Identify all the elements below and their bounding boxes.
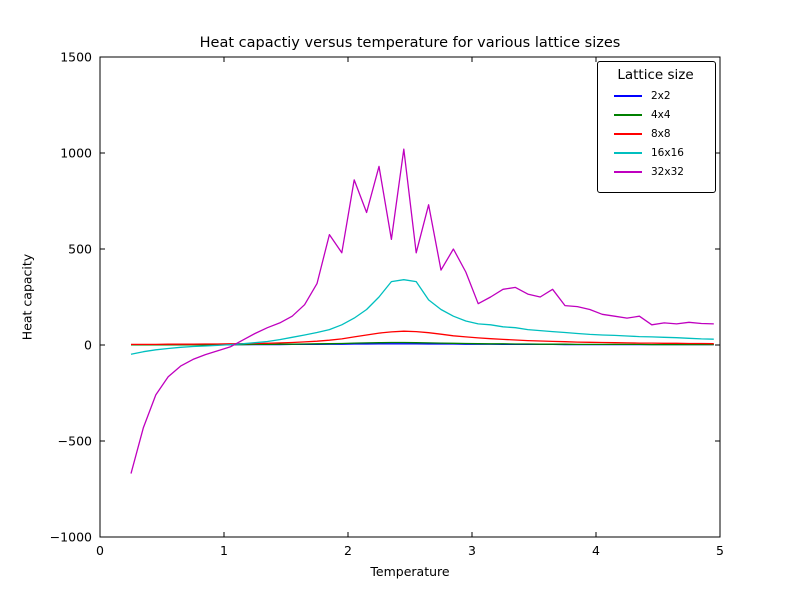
legend: Lattice size 2x2 4x4 8x8 16x16 32x32 xyxy=(597,61,716,193)
y-tick-label: −500 xyxy=(58,434,92,449)
series-line-16x16 xyxy=(130,279,714,355)
legend-item-label: 2x2 xyxy=(651,90,671,102)
x-axis-label: Temperature xyxy=(370,564,450,579)
legend-line-sample xyxy=(614,133,642,135)
axes-frame xyxy=(99,56,721,538)
legend-item-label: 16x16 xyxy=(651,147,684,159)
series-line-8x8 xyxy=(131,330,714,346)
x-tick-label: 1 xyxy=(220,543,228,558)
chart-title: Heat capactiy versus temperature for var… xyxy=(199,35,621,51)
series-line-32x32 xyxy=(130,148,714,474)
legend-item-4x4: 4x4 xyxy=(614,109,703,121)
legend-line-sample xyxy=(614,95,642,97)
legend-items: 2x2 4x4 8x8 16x16 32x32 xyxy=(608,90,703,178)
legend-line-sample xyxy=(614,114,642,116)
legend-item-label: 8x8 xyxy=(651,128,671,140)
x-tick-label: 5 xyxy=(716,543,724,558)
legend-item-label: 4x4 xyxy=(651,109,671,121)
x-tick-label: 2 xyxy=(344,543,352,558)
legend-title: Lattice size xyxy=(617,67,694,83)
legend-item-32x32: 32x32 xyxy=(614,166,703,178)
legend-item-label: 32x32 xyxy=(651,166,684,178)
y-tick-label: 500 xyxy=(68,242,92,257)
y-tick-label: 1500 xyxy=(60,50,92,65)
legend-item-16x16: 16x16 xyxy=(614,147,703,159)
y-axis-label: Heat capacity xyxy=(19,253,35,341)
y-tick-label: −1000 xyxy=(50,530,92,545)
legend-item-8x8: 8x8 xyxy=(614,128,703,140)
y-tick-label: 1000 xyxy=(60,146,92,161)
x-tick-label: 3 xyxy=(468,543,476,558)
y-tick-label: 0 xyxy=(84,338,92,353)
legend-line-sample xyxy=(614,171,642,173)
x-tick-label: 4 xyxy=(592,543,600,558)
legend-line-sample xyxy=(614,152,642,154)
legend-item-2x2: 2x2 xyxy=(614,90,703,102)
x-tick-label: 0 xyxy=(96,543,104,558)
